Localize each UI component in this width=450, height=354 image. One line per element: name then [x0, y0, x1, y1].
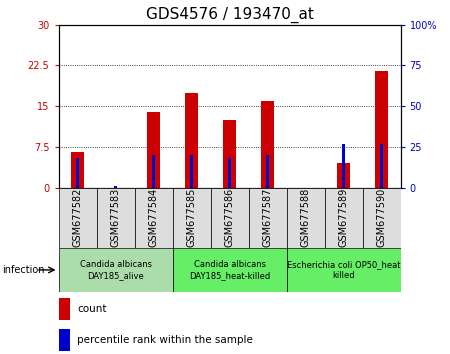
Bar	[324, 188, 363, 248]
Text: GSM677584: GSM677584	[148, 188, 158, 247]
Bar	[363, 188, 400, 248]
Text: Candida albicans
DAY185_heat-killed: Candida albicans DAY185_heat-killed	[189, 260, 270, 280]
Text: percentile rank within the sample: percentile rank within the sample	[77, 335, 253, 345]
Bar	[135, 188, 172, 248]
Text: count: count	[77, 304, 107, 314]
Bar	[287, 188, 324, 248]
Bar	[228, 158, 231, 188]
Bar	[223, 120, 236, 188]
Bar	[342, 144, 346, 188]
Bar	[287, 248, 400, 292]
Text: GSM677587: GSM677587	[262, 188, 273, 247]
Bar	[58, 298, 71, 320]
Text: GSM677588: GSM677588	[301, 188, 310, 247]
Bar	[375, 71, 388, 188]
Bar	[266, 155, 270, 188]
Bar	[185, 93, 198, 188]
Bar	[113, 186, 117, 188]
Bar	[58, 248, 172, 292]
Text: GSM677582: GSM677582	[72, 188, 82, 247]
Text: GSM677586: GSM677586	[225, 188, 234, 247]
Text: GSM677585: GSM677585	[186, 188, 197, 247]
Bar	[58, 188, 96, 248]
Bar	[172, 248, 287, 292]
Title: GDS4576 / 193470_at: GDS4576 / 193470_at	[145, 7, 314, 23]
Bar	[337, 163, 350, 188]
Text: Escherichia coli OP50_heat
killed: Escherichia coli OP50_heat killed	[287, 260, 400, 280]
Text: Candida albicans
DAY185_alive: Candida albicans DAY185_alive	[80, 260, 152, 280]
Text: GSM677590: GSM677590	[377, 188, 387, 247]
Text: GSM677583: GSM677583	[111, 188, 121, 247]
Bar	[96, 188, 135, 248]
Bar	[189, 155, 194, 188]
Bar	[76, 158, 79, 188]
Text: GSM677589: GSM677589	[338, 188, 348, 247]
Bar	[172, 188, 211, 248]
Bar	[152, 155, 155, 188]
Bar	[380, 144, 383, 188]
Bar	[58, 329, 71, 351]
Bar	[261, 101, 274, 188]
Bar	[71, 152, 84, 188]
Bar	[248, 188, 287, 248]
Text: infection: infection	[2, 265, 45, 275]
Bar	[211, 188, 248, 248]
Bar	[147, 112, 160, 188]
